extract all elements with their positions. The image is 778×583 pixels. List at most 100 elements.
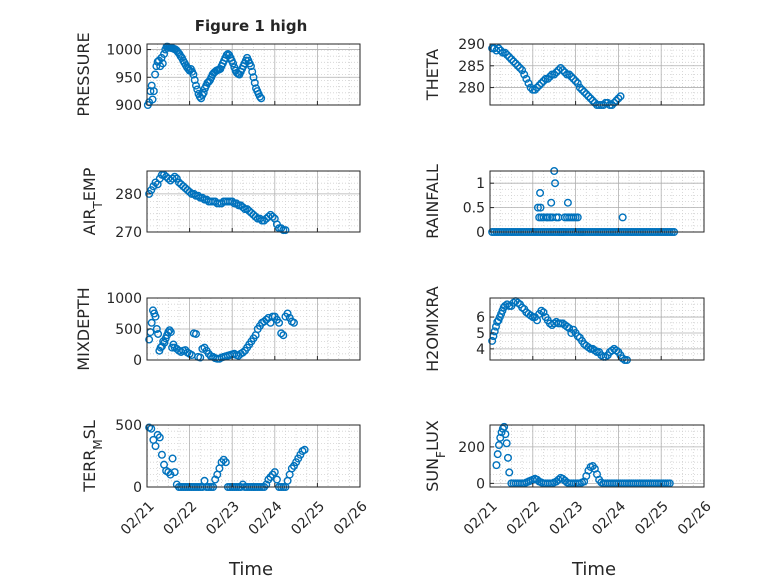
axes-frame-7 [146, 424, 361, 488]
data-point [193, 85, 202, 94]
x-tick-label: 02/22 [160, 498, 200, 538]
data-point [228, 197, 237, 206]
data-point [584, 343, 593, 352]
data-point [547, 198, 556, 207]
y-axis-label: PRESSURE [74, 32, 93, 116]
data-point [502, 439, 511, 448]
data-point [166, 470, 175, 479]
axes-frame-1 [146, 43, 361, 106]
data-point [154, 329, 163, 338]
data-point [270, 468, 279, 477]
data-point [281, 226, 290, 235]
data-point [565, 70, 574, 79]
data-point [283, 309, 292, 318]
data-point [262, 480, 271, 489]
data-point [170, 468, 179, 477]
x-tick-label: 02/21 [461, 498, 501, 538]
data-point [610, 98, 619, 107]
y-tick-label: 200 [458, 440, 485, 456]
axes-frame-2 [489, 43, 705, 106]
data-point [279, 331, 288, 340]
data-point [556, 63, 565, 72]
y-tick-label: 280 [458, 81, 485, 97]
data-point [160, 49, 169, 58]
data-point [158, 59, 167, 68]
data-point [503, 50, 512, 59]
data-point [530, 85, 539, 94]
data-point [569, 74, 578, 83]
y-tick-label: 900 [115, 98, 142, 114]
data-point [573, 213, 582, 222]
x-tick-label: 02/23 [546, 498, 586, 538]
data-point [539, 77, 548, 86]
axes-frame-8 [489, 424, 705, 488]
data-point [580, 87, 589, 96]
data-point [277, 224, 286, 233]
data-point [500, 422, 509, 431]
data-point [537, 213, 546, 222]
data-point [238, 348, 247, 357]
data-point [539, 308, 548, 317]
data-point [535, 81, 544, 90]
data-point [493, 450, 502, 459]
data-point [551, 179, 560, 188]
x-axis-label-right: Time [571, 559, 616, 580]
data-point [151, 70, 160, 79]
data-point [522, 74, 531, 83]
y-tick-label: 6 [476, 310, 485, 326]
data-point [492, 461, 501, 470]
data-point [524, 79, 533, 88]
panel-1: 900 950 1000 PRESSURE [74, 32, 361, 117]
data-point [251, 212, 260, 221]
data-point [513, 61, 522, 70]
data-point [488, 336, 497, 345]
data-point [164, 328, 173, 337]
data-point [518, 66, 527, 75]
data-point [190, 76, 199, 85]
data-point [211, 475, 220, 484]
data-point [149, 87, 158, 96]
y-axis-label: SUNFLUX [423, 420, 448, 492]
data-point [513, 298, 522, 307]
data-point [565, 324, 574, 333]
data-point [618, 213, 627, 222]
data-point [289, 318, 298, 327]
data-point [588, 96, 597, 105]
x-tick-label: 02/24 [589, 498, 629, 538]
y-tick-label: 0 [476, 225, 485, 241]
data-point [490, 327, 499, 336]
data-point [612, 96, 621, 105]
data-point [507, 55, 516, 64]
data-point [533, 203, 542, 212]
data-point [560, 68, 569, 77]
data-point [582, 90, 591, 99]
data-point [578, 85, 587, 94]
data-point [501, 430, 510, 439]
panel-4: 0 0.5 1 RAINFALL [423, 164, 705, 241]
data-point [584, 92, 593, 101]
data-point [155, 433, 164, 442]
data-point [168, 174, 177, 183]
data-point [533, 83, 542, 92]
panel-2: 280 285 290 THETA [423, 37, 705, 109]
y-tick-label: 285 [458, 59, 485, 75]
data-point [194, 191, 203, 200]
data-point [152, 325, 161, 334]
data-point [246, 62, 255, 71]
y-tick-label: 950 [115, 70, 142, 86]
data-point [147, 318, 156, 327]
data-point [248, 67, 257, 76]
x-tick-label: 02/21 [118, 498, 158, 538]
data-point [494, 441, 503, 450]
data-point [277, 329, 286, 338]
data-point [232, 199, 241, 208]
data-point [250, 78, 259, 87]
y-tick-label: 1000 [106, 291, 142, 307]
x-tick-label: 02/25 [288, 498, 328, 538]
data-point [536, 203, 545, 212]
data-point [229, 59, 238, 68]
panel-8: 0 200 02/21 02/22 02/23 02/24 02/25 02/26 SUNFLU… [423, 420, 715, 538]
y-tick-label: 0.5 [463, 201, 485, 217]
y-tick-label: 270 [115, 225, 142, 241]
